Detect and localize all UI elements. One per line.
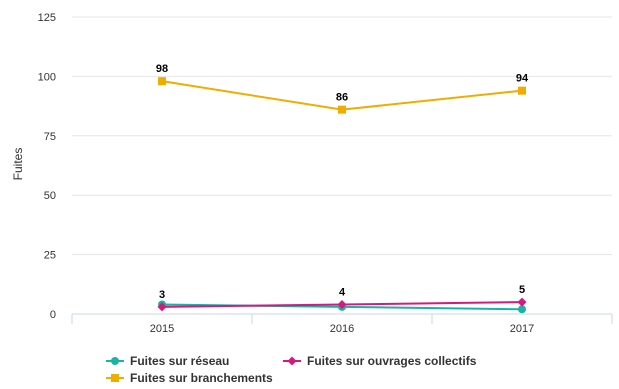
x-tick-label: 2015 (150, 323, 174, 335)
data-point[interactable] (337, 299, 347, 309)
data-label: 3 (159, 289, 165, 301)
x-axis: 2015 2016 2017 (71, 313, 613, 335)
data-point[interactable] (338, 105, 346, 114)
y-tick-label: 25 (44, 250, 56, 262)
legend-label: Fuites sur ouvrages collectifs (307, 354, 477, 368)
legend-item[interactable]: Fuites sur branchements (106, 371, 273, 385)
data-label: 94 (516, 73, 529, 85)
data-label: 98 (156, 63, 168, 75)
y-tick-label: 125 (38, 12, 56, 24)
data-point[interactable] (518, 305, 526, 314)
data-label: 5 (519, 284, 525, 296)
data-label: 4 (339, 286, 346, 298)
data-point[interactable] (157, 302, 167, 312)
y-tick-label: 50 (44, 190, 56, 202)
legend-item[interactable]: Fuites sur ouvrages collectifs (283, 354, 477, 368)
y-tick-label: 100 (38, 71, 56, 83)
data-point[interactable] (518, 86, 526, 95)
data-labels: 3 4 5 98 86 94 (156, 63, 529, 301)
x-tick-label: 2016 (330, 323, 354, 335)
series-layer (157, 77, 527, 314)
legend-marker[interactable] (287, 356, 297, 366)
y-tick-label: 0 (50, 309, 56, 321)
legend-marker[interactable] (111, 357, 119, 365)
y-gridlines (72, 16, 612, 256)
legend-label: Fuites sur branchements (130, 371, 273, 385)
y-axis-title: Fuites (11, 148, 25, 181)
legend-marker[interactable] (111, 374, 119, 382)
x-tick-label: 2017 (510, 323, 534, 335)
legend-label: Fuites sur réseau (130, 354, 229, 368)
legend-item[interactable]: Fuites sur réseau (106, 354, 229, 368)
series-2 (157, 297, 527, 312)
y-axis: 0 25 50 75 100 125 (38, 12, 56, 321)
data-point[interactable] (158, 77, 166, 86)
legend[interactable]: Fuites sur réseau Fuites sur ouvrages col… (106, 354, 477, 385)
y-tick-label: 75 (44, 131, 56, 143)
data-label: 86 (336, 92, 348, 104)
data-point[interactable] (517, 297, 527, 307)
series-3 (158, 77, 526, 114)
